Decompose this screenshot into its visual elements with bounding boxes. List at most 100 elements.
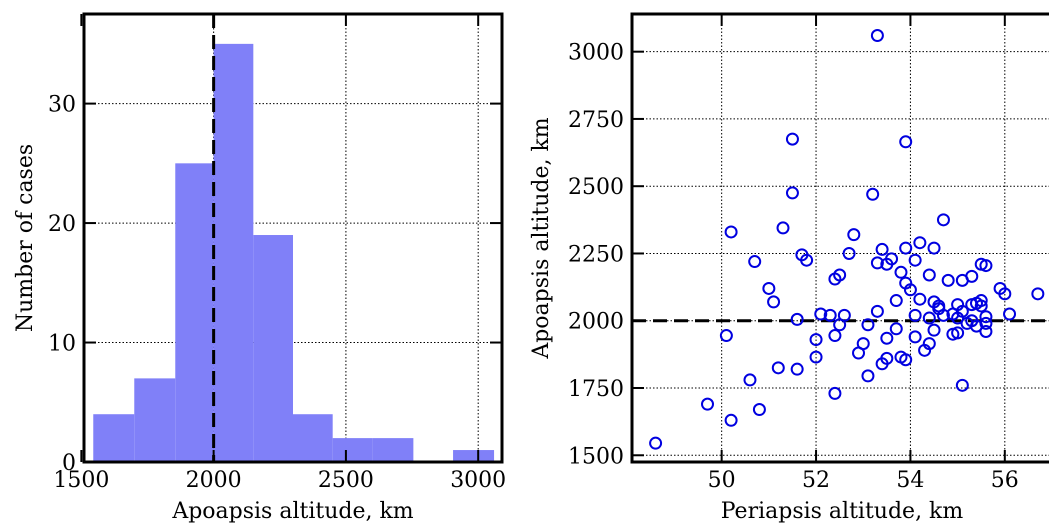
scatter-point (814, 307, 828, 321)
histogram-bar (175, 163, 214, 463)
scatter-point (870, 256, 884, 270)
scatter-point (719, 329, 733, 343)
histogram-bar (332, 438, 373, 462)
histogram-ytick-label: 30 (48, 93, 76, 118)
histogram-bar (453, 450, 495, 462)
scatter-point (922, 311, 936, 325)
scatter-point (913, 292, 927, 306)
histogram-bar (372, 438, 414, 462)
histogram-ylabel: Number of cases (13, 144, 38, 332)
histogram-bar (253, 235, 293, 462)
scatter-point (809, 333, 823, 347)
scatter-point (856, 337, 870, 351)
histogram-frame (82, 12, 504, 464)
scatter-point (927, 323, 941, 337)
scatter-point (743, 373, 757, 387)
scatter-point (955, 304, 969, 318)
scatter-point (1003, 307, 1017, 321)
scatter-point (922, 268, 936, 282)
histogram-panel: 1500 2000 2500 3000 0 10 20 30 Apoapsis altitud… (13, 12, 506, 524)
scatter-point (908, 253, 922, 267)
scatter-point (724, 225, 738, 239)
scatter-point (974, 299, 988, 313)
scatter-ytick-label: 1750 (568, 377, 624, 402)
histogram-bar (93, 414, 135, 462)
scatter-ytick-label: 2500 (568, 175, 624, 200)
scatter-point (823, 308, 837, 322)
scatter-point (998, 287, 1012, 301)
scatter-point (965, 269, 979, 283)
histogram-ytick-label: 20 (48, 212, 76, 237)
scatter-point (880, 351, 894, 365)
scatter-point (875, 242, 889, 256)
scatter-point (724, 413, 738, 427)
scatter-point (908, 308, 922, 322)
scatter-point (785, 186, 799, 200)
scatter-frame (630, 12, 1049, 464)
scatter-point (861, 369, 875, 383)
scatter-point (899, 135, 913, 149)
scatter-point (885, 252, 899, 266)
scatter-point (899, 353, 913, 367)
scatter-ytick-label: 2000 (568, 310, 624, 335)
histogram-ytick-label: 10 (48, 332, 76, 357)
scatter-point (837, 308, 851, 322)
scatter-ytick-label: 2250 (568, 242, 624, 267)
scatter-point (809, 350, 823, 364)
scatter-point (762, 281, 776, 295)
histogram-xtick-label: 3000 (450, 468, 506, 493)
histogram-xtick-label: 2500 (318, 468, 374, 493)
scatter-ytick-label: 1500 (568, 444, 624, 469)
scatter-point (979, 310, 993, 324)
scatter-point (790, 312, 804, 326)
scatter-point (861, 318, 875, 332)
histogram-xlabel: Apoapsis altitude, km (171, 499, 413, 524)
scatter-ticks: 50 52 54 56 1500 1750 2000 2250 2500 2750 3000 (568, 14, 1019, 493)
scatter-point (903, 283, 917, 297)
scatter-point (748, 255, 762, 269)
scatter-point (767, 295, 781, 309)
scatter-point (951, 326, 965, 340)
scatter-point (889, 322, 903, 336)
scatter-point (979, 325, 993, 339)
scatter-point (776, 221, 790, 235)
histogram-ticks: 1500 2000 2500 3000 0 10 20 30 (48, 14, 506, 493)
scatter-point (1031, 287, 1045, 301)
histogram-bar (134, 378, 176, 462)
scatter-point (866, 187, 880, 201)
scatter-points (649, 29, 1045, 450)
histogram-bars (93, 43, 495, 463)
scatter-point (870, 29, 884, 43)
scatter-xlabel: Periapsis altitude, km (721, 499, 964, 524)
scatter-point (880, 331, 894, 345)
scatter-point (899, 241, 913, 255)
histogram-bar (213, 43, 254, 462)
scatter-point (847, 228, 861, 242)
scatter-xtick-label: 54 (896, 468, 924, 493)
scatter-point (927, 241, 941, 255)
scatter-point (979, 316, 993, 330)
scatter-point (771, 361, 785, 375)
scatter-point (894, 265, 908, 279)
histogram-bar (293, 414, 333, 462)
histogram-ytick-label: 0 (62, 451, 76, 476)
scatter-point (833, 268, 847, 282)
scatter-point (979, 259, 993, 273)
scatter-point (649, 436, 663, 450)
scatter-ylabel: Apoapsis altitude, km (529, 117, 554, 359)
scatter-ytick-label: 2750 (568, 108, 624, 133)
scatter-point (889, 294, 903, 308)
scatter-panel: 50 52 54 56 1500 1750 2000 2250 2500 2750 3000 Per… (529, 12, 1049, 524)
scatter-point (828, 386, 842, 400)
scatter-xtick-label: 50 (708, 468, 736, 493)
scatter-point (785, 132, 799, 146)
scatter-xtick-label: 56 (991, 468, 1019, 493)
scatter-point (800, 253, 814, 267)
scatter-point (752, 403, 766, 417)
scatter-point (870, 304, 884, 318)
scatter-point (908, 330, 922, 344)
scatter-point (922, 337, 936, 351)
scatter-point (936, 308, 950, 322)
histogram-xtick-label: 2000 (186, 468, 242, 493)
